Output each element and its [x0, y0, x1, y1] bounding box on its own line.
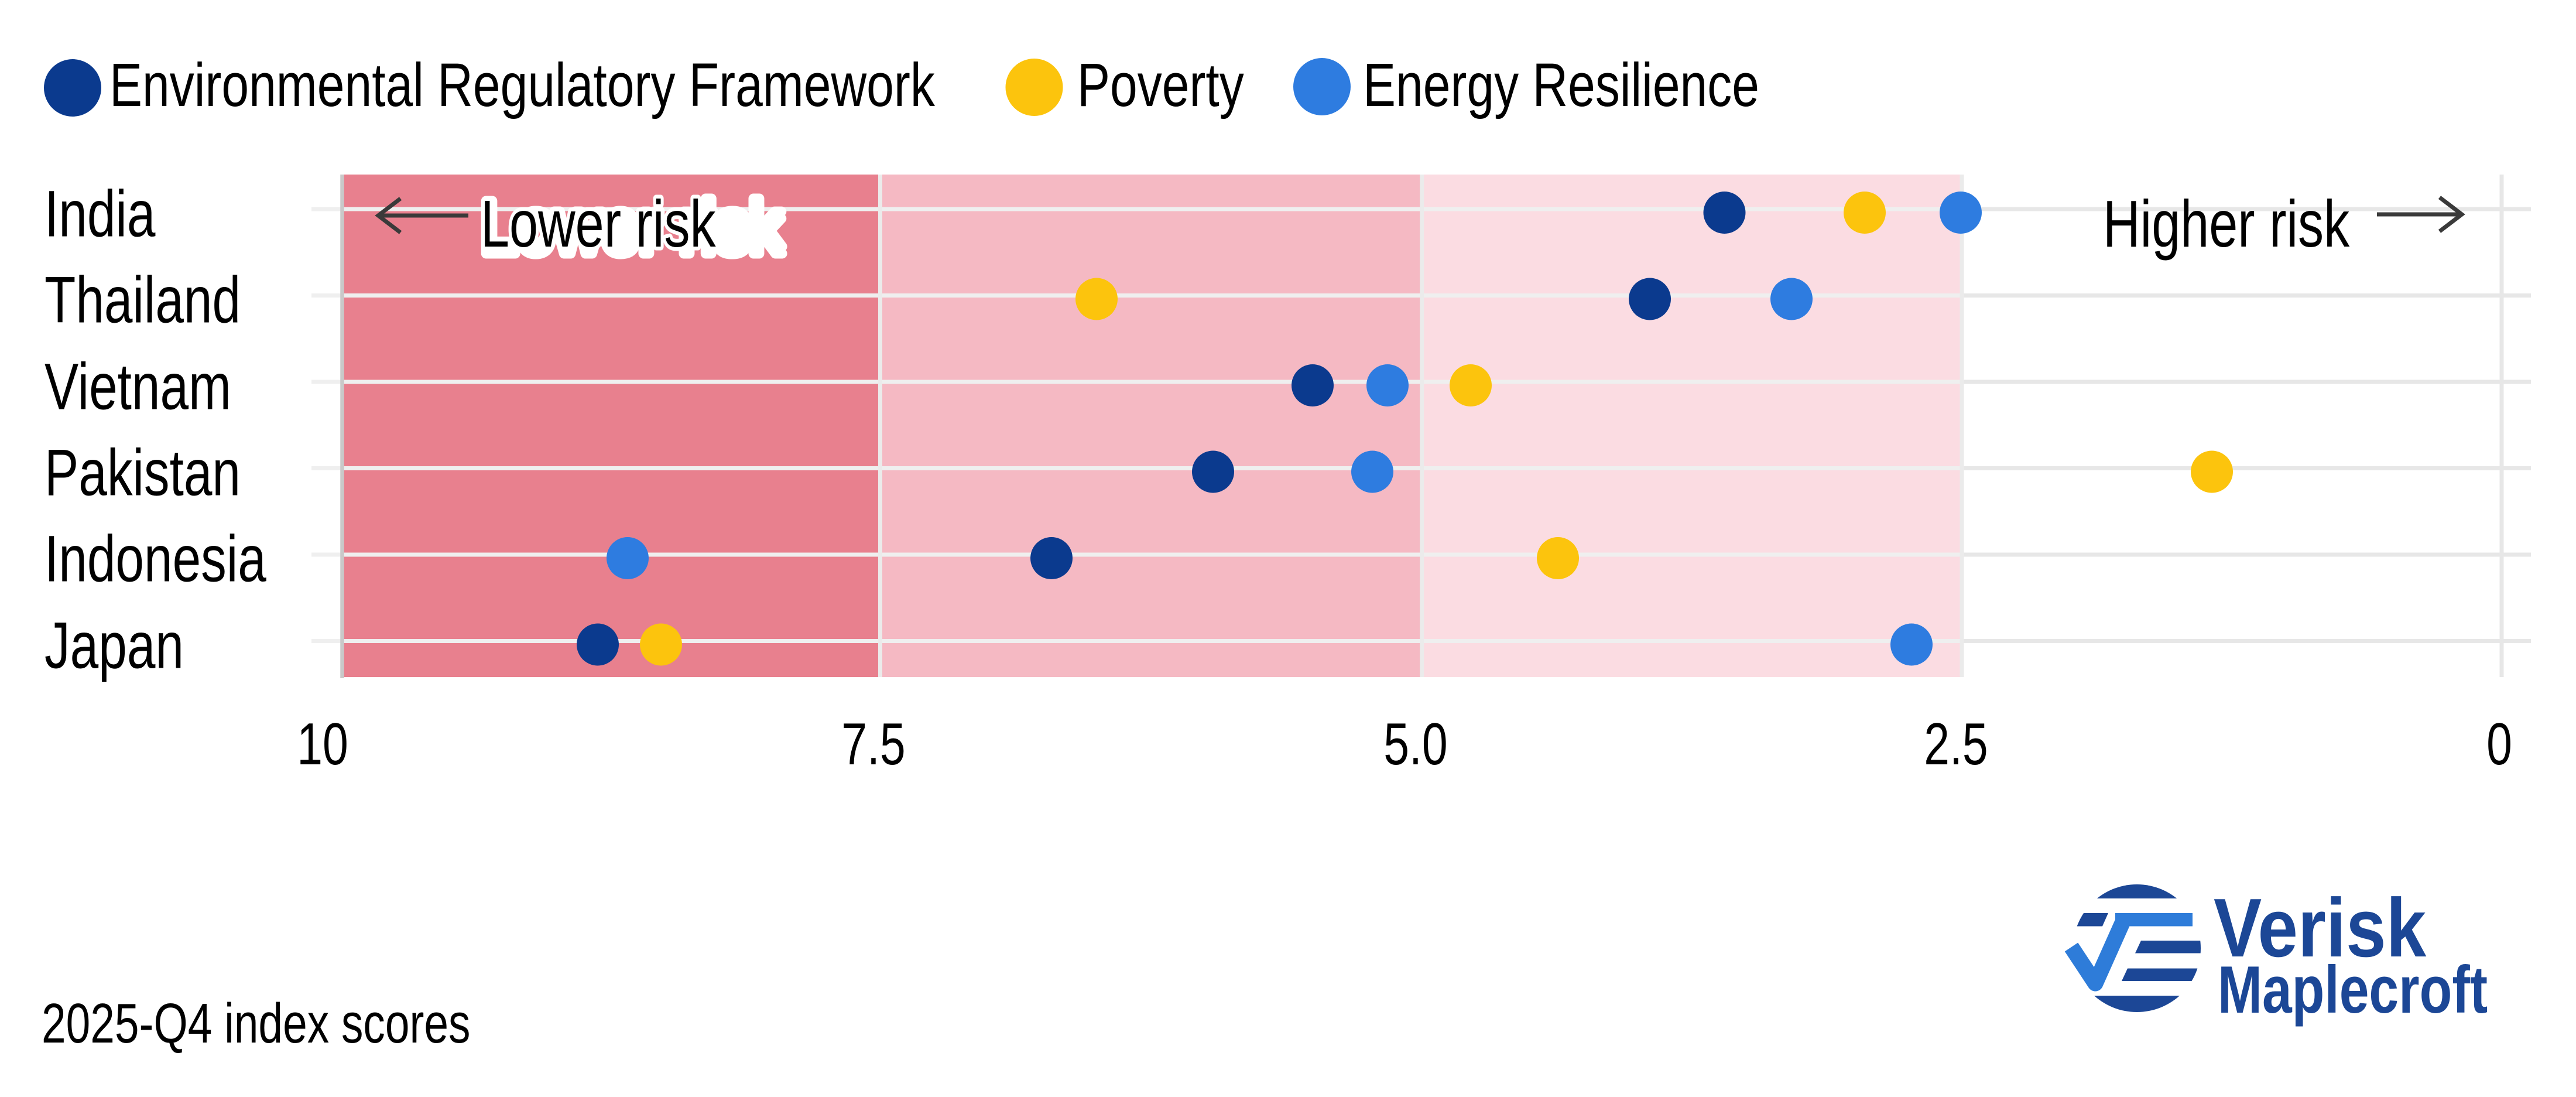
svg-text:Lower risk: Lower risk [481, 187, 716, 261]
svg-text:Lower risk: Lower risk [481, 187, 782, 261]
svg-text:Maplecroft: Maplecroft [2218, 952, 2488, 1027]
svg-text:2.5: 2.5 [1924, 712, 1988, 778]
svg-text:Pakistan: Pakistan [44, 436, 241, 510]
svg-text:10: 10 [297, 712, 348, 778]
svg-text:Poverty: Poverty [1077, 51, 1244, 119]
svg-text:Thailand: Thailand [44, 264, 241, 337]
svg-text:Lower risk: Lower risk [481, 187, 716, 261]
svg-text:India: India [44, 177, 156, 251]
svg-text:Lower risk: Lower risk [481, 194, 782, 268]
svg-text:Indonesia: Indonesia [44, 522, 266, 596]
svg-text:7.5: 7.5 [841, 712, 906, 778]
svg-text:5.0: 5.0 [1383, 712, 1448, 778]
svg-text:2025-Q4 index scores: 2025-Q4 index scores [42, 992, 470, 1055]
svg-text:Higher risk: Higher risk [2103, 187, 2349, 261]
svg-text:0: 0 [2486, 712, 2512, 778]
svg-text:Verisk: Verisk [2214, 882, 2427, 975]
svg-text:Vietnam: Vietnam [44, 350, 231, 423]
svg-text:Environmental Regulatory Frame: Environmental Regulatory Framework [109, 51, 935, 119]
svg-text:Japan: Japan [44, 609, 184, 682]
svg-text:Energy Resilience: Energy Resilience [1363, 51, 1759, 119]
